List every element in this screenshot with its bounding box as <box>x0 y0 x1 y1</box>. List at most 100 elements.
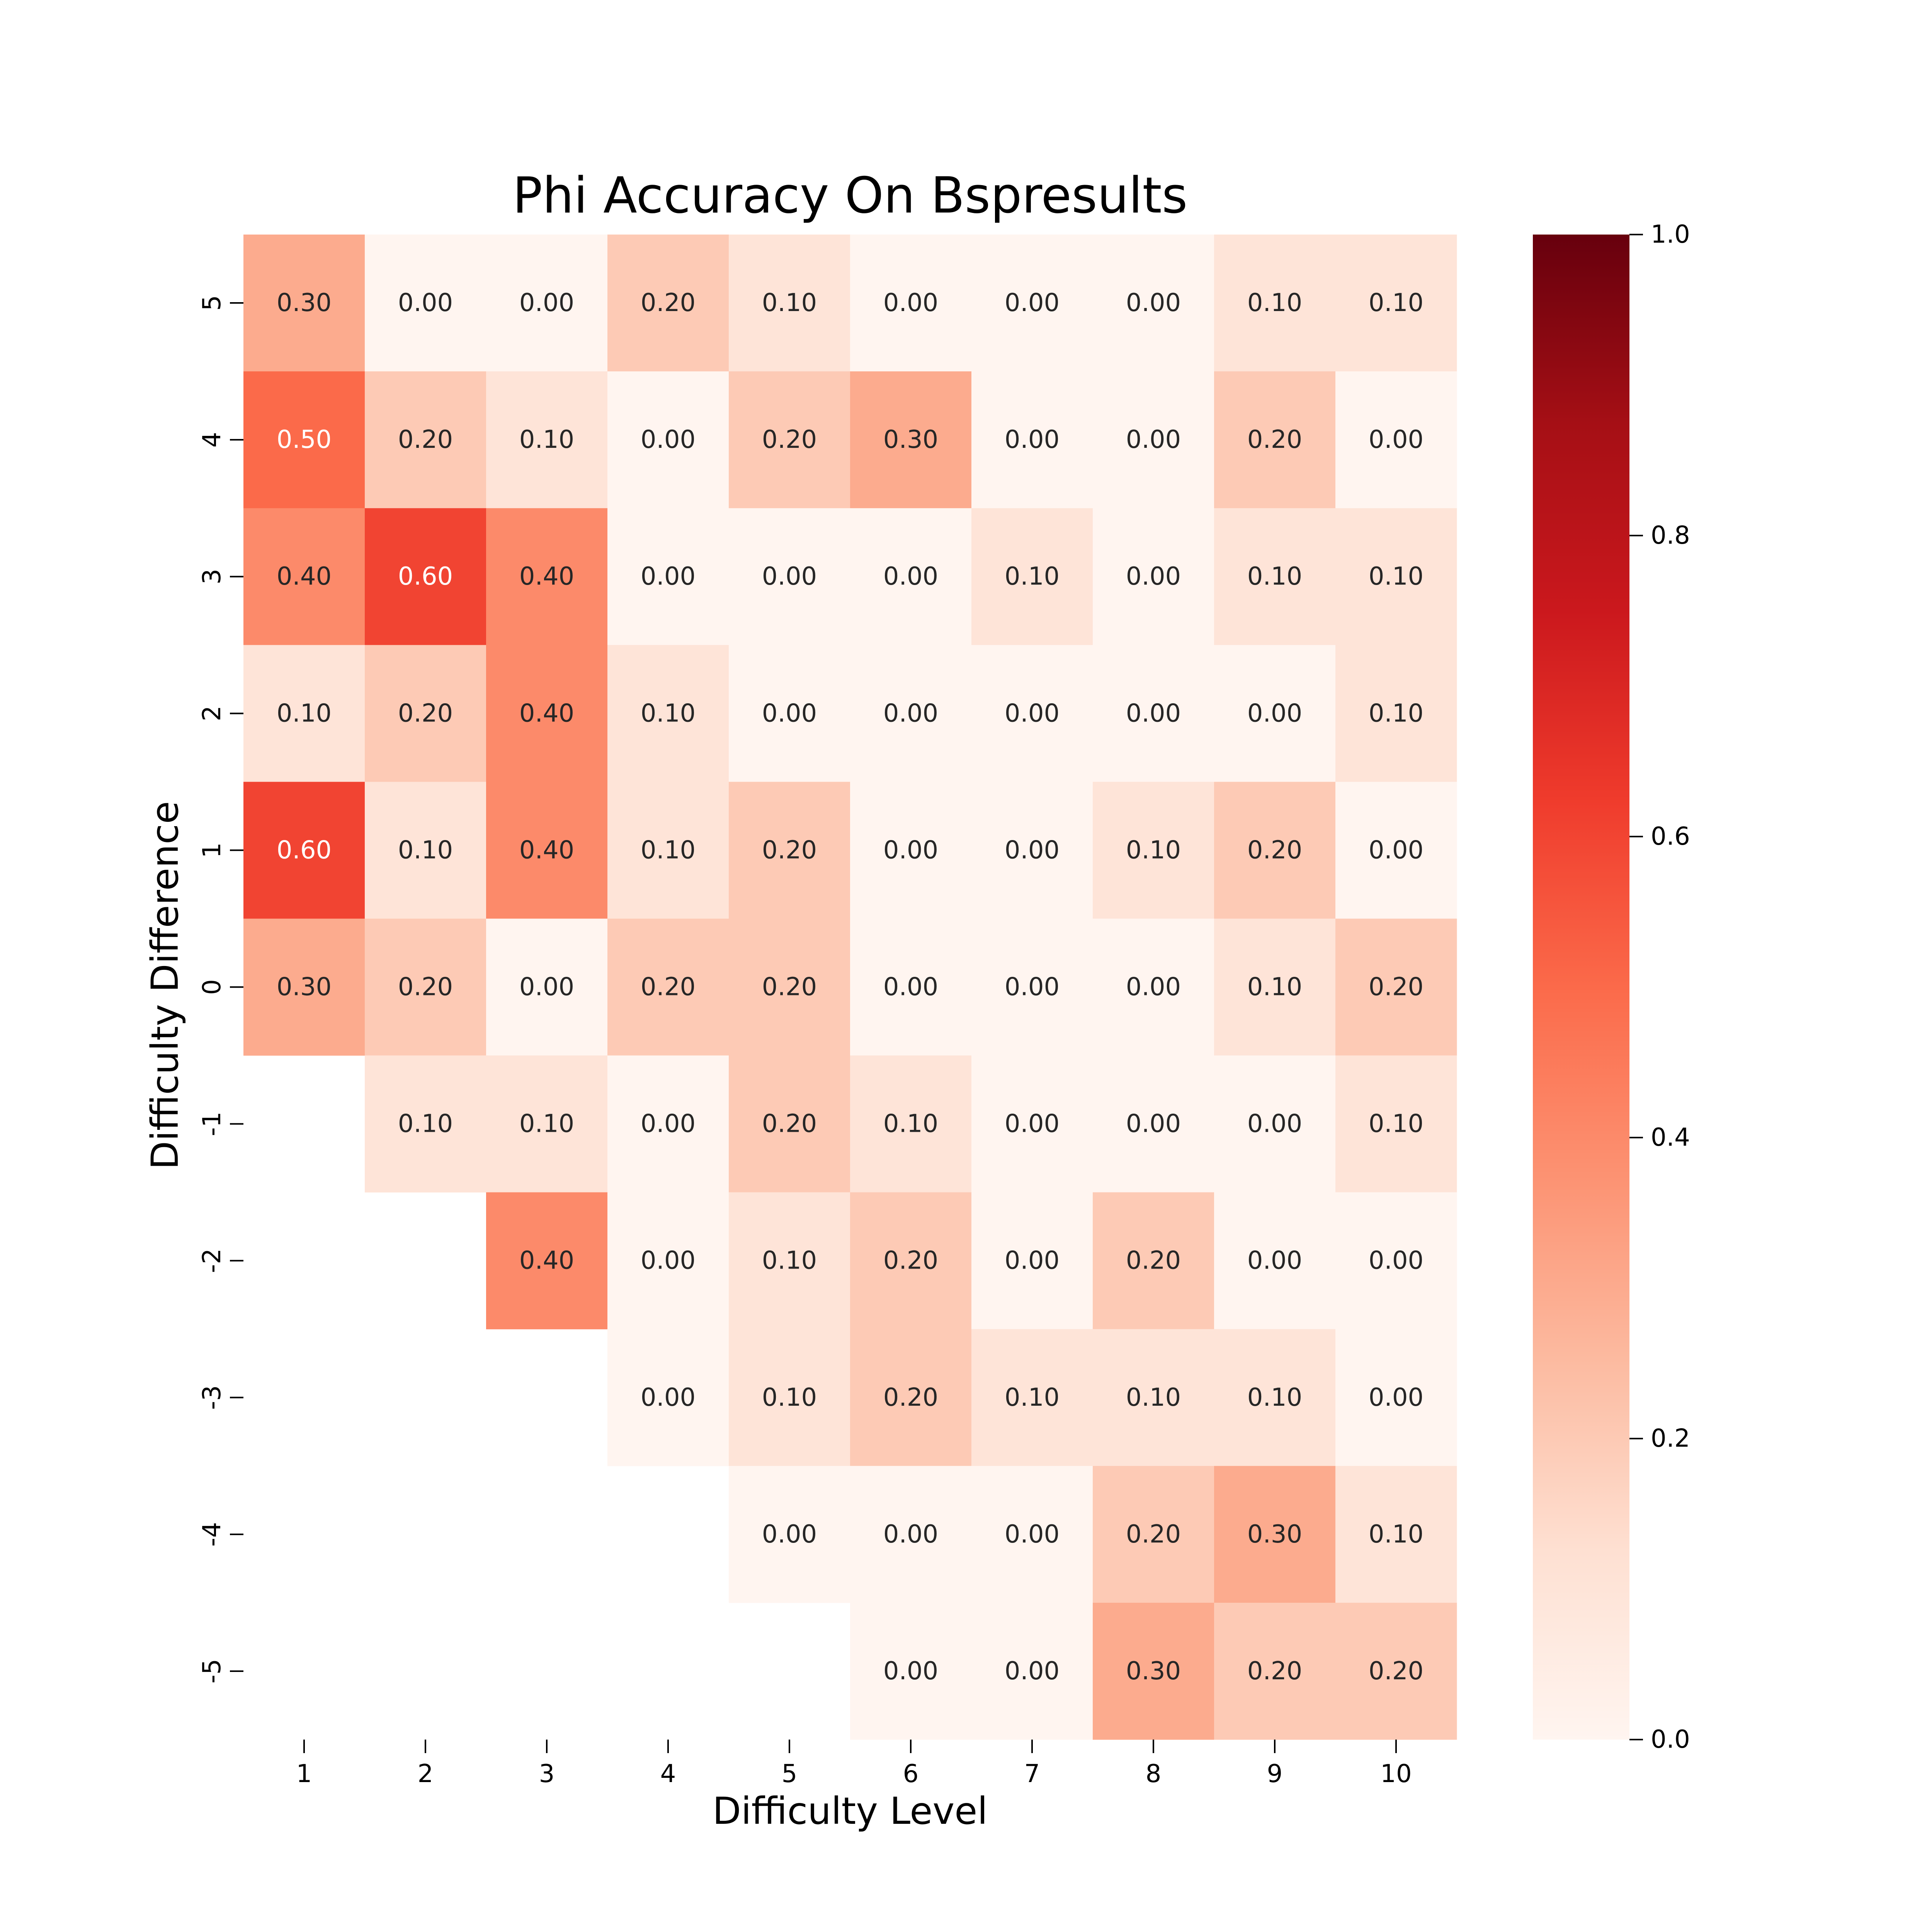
heatmap-cell <box>729 1466 850 1603</box>
cell-value-label: 0.20 <box>641 289 696 317</box>
cell-value-label: 0.00 <box>1247 699 1303 728</box>
heatmap-cell <box>971 1466 1093 1603</box>
cell-value-label: 0.00 <box>1247 1247 1303 1275</box>
heatmap-cell <box>1214 918 1336 1056</box>
heatmap-cell <box>607 918 729 1056</box>
heatmap-cell <box>971 918 1093 1056</box>
x-tick-label: 10 <box>1380 1760 1412 1788</box>
heatmap-cell <box>243 508 365 645</box>
cell-value-label: 0.00 <box>883 973 939 1002</box>
cell-value-label: 0.00 <box>641 562 696 591</box>
heatmap-cell <box>1093 508 1214 645</box>
heatmap-cell <box>607 1192 729 1330</box>
cell-value-label: 0.10 <box>762 1247 817 1275</box>
heatmap-cell <box>850 508 972 645</box>
heatmap-cell <box>1335 1329 1457 1466</box>
heatmap-cell <box>850 235 972 372</box>
x-tick-label: 5 <box>782 1760 798 1788</box>
cell-value-label: 0.00 <box>1369 1383 1424 1412</box>
heatmap-cell <box>486 1192 608 1330</box>
heatmap-cell <box>971 508 1093 645</box>
heatmap-cell <box>607 782 729 919</box>
heatmap-cell <box>486 235 608 372</box>
heatmap-cell <box>729 782 850 919</box>
cell-value-label: 0.30 <box>1247 1520 1303 1549</box>
chart-title: Phi Accuracy On Bspresults <box>513 167 1188 224</box>
cell-value-label: 0.40 <box>519 836 575 864</box>
heatmap-cell <box>243 645 365 782</box>
heatmap-cell <box>486 782 608 919</box>
colorbar-tick-label: 0.8 <box>1651 521 1690 550</box>
cell-value-label: 0.20 <box>1126 1247 1181 1275</box>
cell-value-label: 0.00 <box>762 562 817 591</box>
heatmap-cell <box>1335 1055 1457 1193</box>
cell-value-label: 0.20 <box>1247 425 1303 454</box>
heatmap-cell <box>729 1055 850 1193</box>
cell-value-label: 0.10 <box>1369 1110 1424 1138</box>
heatmap-cell <box>486 371 608 509</box>
heatmap-cell <box>486 645 608 782</box>
heatmap-cell <box>1335 1466 1457 1603</box>
colorbar-tick-label: 0.4 <box>1651 1123 1690 1152</box>
cell-value-label: 0.20 <box>1369 1657 1424 1685</box>
heatmap-cell <box>365 782 486 919</box>
y-tick-label: -1 <box>198 1112 226 1136</box>
heatmap-cell <box>1214 1602 1336 1740</box>
cell-value-label: 0.20 <box>1369 973 1424 1002</box>
cell-value-label: 0.00 <box>1247 1110 1303 1138</box>
cell-value-label: 0.10 <box>1126 1383 1181 1412</box>
heatmap-cell <box>243 782 365 919</box>
cell-value-label: 0.10 <box>762 289 817 317</box>
cell-value-label: 0.10 <box>641 699 696 728</box>
heatmap-cell <box>850 1329 972 1466</box>
x-tick-label: 4 <box>660 1760 676 1788</box>
y-tick-label: 0 <box>198 979 226 995</box>
cell-value-label: 0.20 <box>1126 1520 1181 1549</box>
cell-value-label: 0.50 <box>277 425 332 454</box>
cell-value-label: 0.00 <box>1126 562 1181 591</box>
heatmap-cell <box>1093 782 1214 919</box>
heatmap-cell <box>971 1329 1093 1466</box>
cell-value-label: 0.00 <box>1005 1110 1060 1138</box>
x-axis-label: Difficulty Level <box>713 1789 988 1833</box>
cell-value-label: 0.00 <box>883 1657 939 1685</box>
cell-value-label: 0.00 <box>1126 1110 1181 1138</box>
y-tick-label: -3 <box>198 1385 226 1410</box>
cell-value-label: 0.00 <box>1126 973 1181 1002</box>
heatmap-cell <box>365 371 486 509</box>
heatmap-cell <box>729 235 850 372</box>
colorbar-tick-label: 0.2 <box>1651 1424 1690 1453</box>
cell-value-label: 0.10 <box>1247 973 1303 1002</box>
cell-value-label: 0.10 <box>519 1110 575 1138</box>
cell-value-label: 0.20 <box>398 699 453 728</box>
heatmap-cell <box>1214 508 1336 645</box>
heatmap-cell <box>243 235 365 372</box>
heatmap-cell <box>486 1055 608 1193</box>
heatmap-cell <box>1214 782 1336 919</box>
cell-value-label: 0.20 <box>641 973 696 1002</box>
heatmap-cell <box>729 508 850 645</box>
heatmap-cell <box>1335 508 1457 645</box>
heatmap-cell <box>850 918 972 1056</box>
heatmap-cell <box>850 645 972 782</box>
cell-value-label: 0.10 <box>277 699 332 728</box>
heatmap-cell <box>243 371 365 509</box>
colorbar <box>1533 235 1629 1740</box>
cell-value-label: 0.00 <box>883 836 939 864</box>
cell-value-label: 0.20 <box>1247 1657 1303 1685</box>
heatmap-cell <box>365 645 486 782</box>
cell-value-label: 0.10 <box>1247 562 1303 591</box>
y-tick-label: 1 <box>198 842 226 858</box>
heatmap-cell <box>729 371 850 509</box>
y-tick-label: 4 <box>198 432 226 448</box>
heatmap-cell <box>486 508 608 645</box>
cell-value-label: 0.10 <box>1369 562 1424 591</box>
heatmap-cell <box>1335 371 1457 509</box>
cell-value-label: 0.10 <box>1369 1520 1424 1549</box>
heatmap-cell <box>1335 1602 1457 1740</box>
cell-value-label: 0.00 <box>883 289 939 317</box>
heatmap-cell <box>1093 235 1214 372</box>
heatmap-cell <box>1214 645 1336 782</box>
heatmap-cell <box>1214 1055 1336 1193</box>
cell-value-label: 0.10 <box>1247 289 1303 317</box>
